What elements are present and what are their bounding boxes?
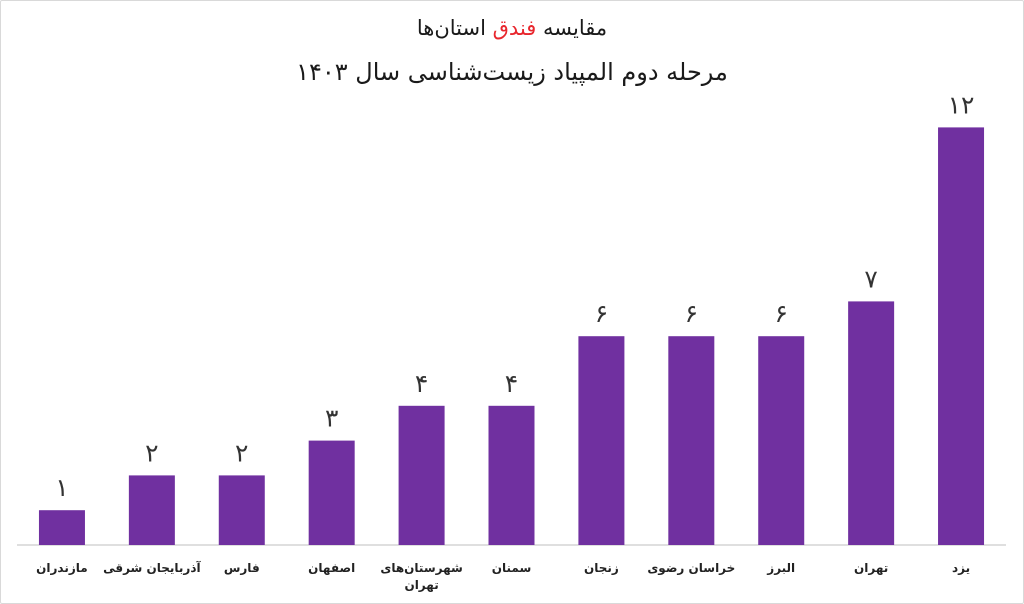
data-label: ۱۲ (948, 90, 975, 119)
category-label: زنجان (584, 561, 619, 575)
bar (38, 510, 85, 545)
category-label: آذربایجان شرقی (103, 560, 201, 575)
category-label: مازندران (36, 561, 88, 575)
category-label: خراسان رضوی (647, 561, 735, 576)
data-label: ۱ (55, 473, 68, 502)
category-label: اصفهان (308, 561, 355, 575)
category-label: تهران (404, 578, 438, 592)
bar (758, 336, 805, 545)
bar (128, 475, 175, 545)
data-label: ۲ (235, 438, 248, 467)
title-accent-word: فندق (492, 16, 537, 40)
title-part-2: استان‌ها (416, 16, 493, 40)
category-label: البرز (766, 561, 795, 575)
data-label: ۴ (415, 369, 428, 398)
data-label: ۶ (595, 299, 608, 328)
category-label: سمنان (492, 561, 532, 575)
data-label: ۶ (685, 299, 698, 328)
data-label: ۶ (775, 299, 788, 328)
bar (578, 336, 625, 545)
chart-subtitle: مرحله دوم المپیاد زیست‌شناسی سال ۱۴۰۳ (296, 58, 728, 86)
data-label: ۲ (145, 438, 158, 467)
category-label: شهرستان‌های (380, 561, 462, 575)
bar (398, 405, 445, 545)
data-label: ۴ (505, 369, 518, 398)
bar (938, 127, 985, 546)
bar (308, 440, 355, 545)
category-label: یزد (952, 561, 970, 575)
chart-title: مقایسه فندق استان‌ها (0, 16, 1024, 40)
bar (488, 405, 535, 545)
category-label: تهران (854, 561, 888, 575)
bar (848, 301, 895, 545)
bar (218, 475, 265, 545)
data-label: ۳ (325, 404, 338, 433)
bar (668, 336, 715, 545)
title-part-1: مقایسه (536, 16, 608, 40)
data-label: ۷ (864, 264, 877, 293)
category-label: فارس (224, 561, 260, 575)
